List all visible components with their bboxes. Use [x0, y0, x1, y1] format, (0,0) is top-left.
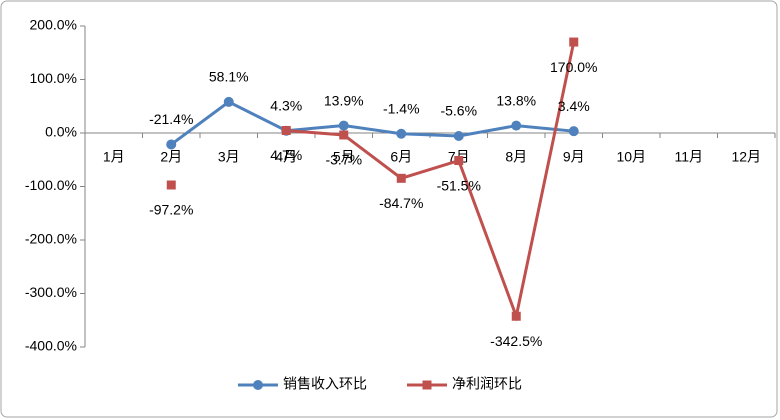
- data-label: 13.9%: [324, 92, 364, 108]
- x-tick-label: 8月: [505, 149, 527, 165]
- y-tick-label: 100.0%: [30, 70, 77, 86]
- x-tick-label: 6月: [390, 149, 412, 165]
- x-tick-label: 12月: [731, 149, 761, 165]
- y-tick-label: 200.0%: [30, 17, 77, 33]
- legend-label: 销售收入环比: [283, 376, 367, 392]
- data-label: 58.1%: [209, 69, 249, 85]
- data-label: -1.4%: [383, 100, 420, 116]
- x-tick-label: 2月: [160, 149, 182, 165]
- legend-marker: [253, 380, 263, 390]
- x-tick-label: 11月: [674, 149, 703, 165]
- data-label: -21.4%: [149, 111, 193, 127]
- marker: [568, 126, 579, 137]
- marker: [166, 139, 177, 150]
- x-tick-label: 10月: [616, 149, 646, 165]
- marker: [338, 120, 349, 131]
- x-tick-label: 9月: [563, 149, 585, 165]
- data-label: 13.8%: [496, 92, 536, 108]
- data-label: 3.4%: [558, 98, 590, 114]
- y-tick-label: -200.0%: [25, 231, 77, 247]
- data-label: -3.7%: [325, 152, 362, 168]
- marker: [339, 130, 349, 140]
- marker: [511, 120, 522, 131]
- y-tick-label: -300.0%: [25, 284, 77, 300]
- marker: [396, 173, 406, 183]
- marker: [281, 125, 291, 135]
- marker: [511, 311, 521, 321]
- y-tick-label: 0.0%: [45, 124, 77, 140]
- data-label: -5.6%: [440, 103, 477, 119]
- legend-label: 净利润环比: [452, 376, 522, 392]
- marker: [223, 96, 234, 107]
- x-tick-label: 4月: [275, 149, 297, 165]
- x-tick-label: 5月: [333, 149, 355, 165]
- y-tick-label: -100.0%: [25, 177, 77, 193]
- legend-marker: [422, 380, 432, 390]
- data-label: -51.5%: [437, 177, 481, 193]
- data-label: 4.7%: [270, 147, 302, 163]
- x-tick-label: 3月: [218, 149, 240, 165]
- marker: [166, 180, 176, 190]
- marker: [453, 130, 464, 141]
- data-label: -84.7%: [379, 195, 423, 211]
- data-label: 170.0%: [550, 59, 597, 75]
- x-tick-label: 1月: [103, 149, 125, 165]
- marker: [396, 128, 407, 139]
- series-line: [170, 100, 574, 146]
- data-label: 4.3%: [270, 97, 302, 113]
- data-label: -342.5%: [490, 333, 542, 349]
- marker: [569, 37, 579, 47]
- series-line: [286, 41, 576, 322]
- marker: [454, 156, 464, 166]
- y-tick-label: -400.0%: [25, 338, 77, 354]
- data-label: -97.2%: [149, 202, 193, 218]
